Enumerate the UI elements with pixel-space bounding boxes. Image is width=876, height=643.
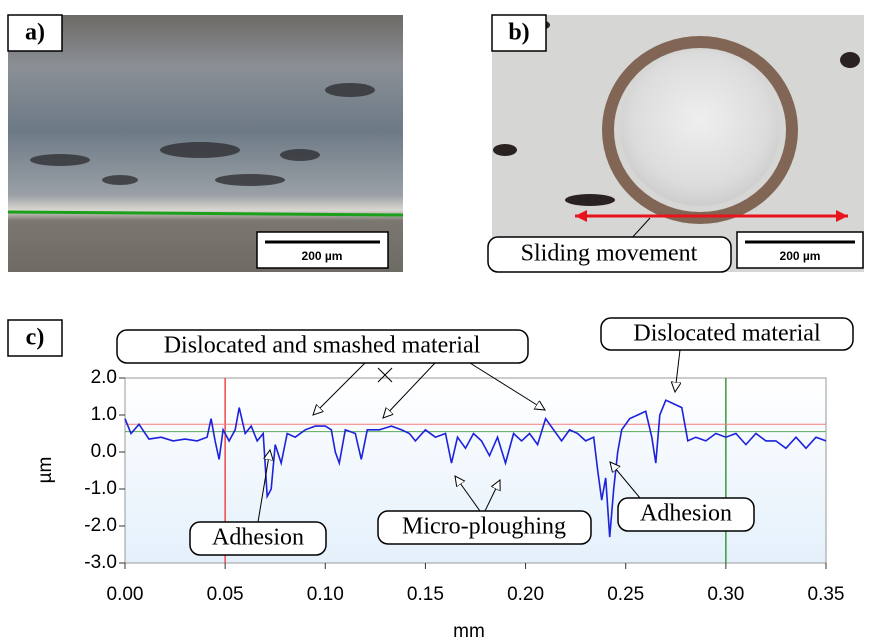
x-tick-label: 0.15 bbox=[407, 584, 444, 605]
scale-bar-label: 200 µm bbox=[780, 249, 821, 263]
panel-label: a) bbox=[25, 20, 45, 46]
scale-bar-label: 200 µm bbox=[302, 249, 343, 263]
y-tick-label: -1.0 bbox=[84, 478, 117, 499]
y-tick-label: -2.0 bbox=[84, 515, 117, 536]
annotation: Dislocated material bbox=[633, 321, 821, 347]
profile-line bbox=[124, 399, 827, 538]
panel-label: c) bbox=[26, 325, 45, 351]
chart-texts: c) mm µm Dislocated and smashed material… bbox=[7, 317, 854, 642]
annotation: Adhesion bbox=[212, 525, 304, 551]
y-tick-label: -3.0 bbox=[84, 552, 117, 573]
chart: -3.0 -2.0 -1.0 0.0 1.0 2.0 0.00 0.05 0.10 0.15 0.2… bbox=[84, 367, 844, 605]
y-tick-label: 0.0 bbox=[91, 441, 117, 462]
panel-b: b) Sliding movement 200 µm bbox=[487, 14, 864, 273]
panel-label: b) bbox=[508, 20, 529, 46]
annotation: Micro-ploughing bbox=[402, 514, 566, 540]
x-tick-label: 0.30 bbox=[707, 584, 744, 605]
x-tick-label: 0.05 bbox=[207, 584, 244, 605]
x-tick-label: 0.10 bbox=[307, 584, 344, 605]
annotation: Sliding movement bbox=[521, 241, 698, 267]
y-tick-label: 2.0 bbox=[91, 367, 117, 388]
y-axis-label: µm bbox=[35, 457, 56, 484]
x-tick-label: 0.35 bbox=[808, 584, 845, 605]
annotation: Dislocated and smashed material bbox=[164, 333, 481, 359]
y-tick-label: 1.0 bbox=[91, 404, 117, 425]
x-axis-label: mm bbox=[453, 621, 485, 642]
x-tick-label: 0.00 bbox=[107, 584, 144, 605]
x-tick-label: 0.20 bbox=[507, 584, 544, 605]
x-tick-label: 0.25 bbox=[607, 584, 644, 605]
panel-a: a) 200 µm bbox=[7, 14, 404, 272]
annotation: Adhesion bbox=[640, 501, 732, 527]
